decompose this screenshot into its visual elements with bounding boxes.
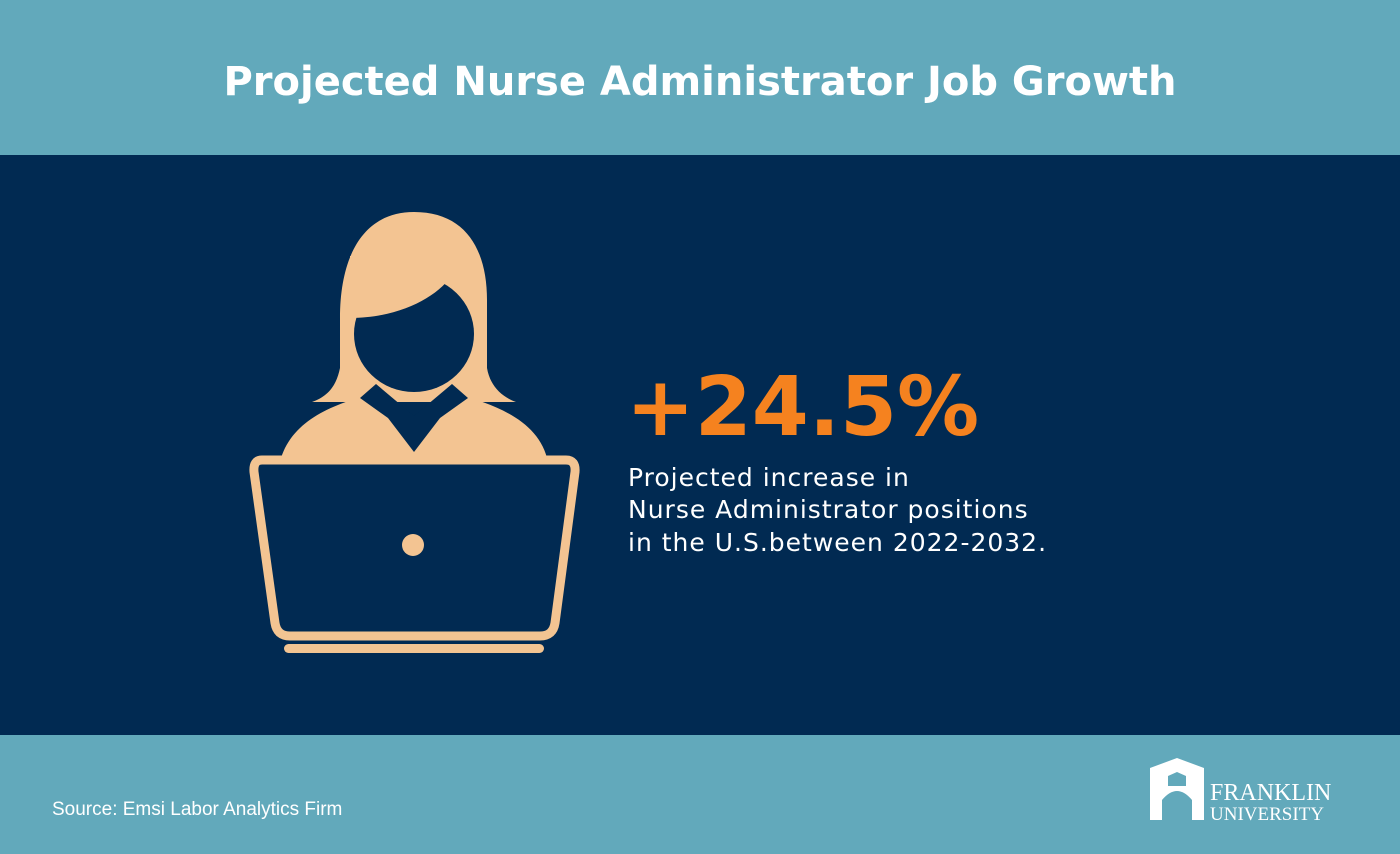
bangs: [350, 256, 476, 318]
title: Projected Nurse Administrator Job Growth: [223, 59, 1176, 105]
body: [280, 394, 548, 462]
stat-description: Nurse Administrator positions: [628, 495, 1029, 524]
laptop-logo: [402, 534, 424, 556]
logo-mark: [1150, 758, 1204, 820]
logo-text: UNIVERSITY: [1210, 804, 1324, 825]
collar: [360, 384, 468, 452]
nurse-icon: [249, 212, 580, 653]
logo-text: FRANKLIN: [1210, 780, 1331, 806]
source: Source: Emsi Labor Analytics Firm: [52, 799, 342, 820]
laptop-base: [284, 644, 544, 653]
header-band: [0, 0, 1400, 155]
stat-description: in the U.S.between 2022-2032.: [628, 528, 1047, 557]
content-band: [0, 155, 1400, 735]
stat-value: +24.5%: [626, 360, 979, 455]
logo: FRANKLIN UNIVERSITY: [1150, 758, 1331, 825]
stat-description: Projected increase in: [628, 463, 910, 492]
